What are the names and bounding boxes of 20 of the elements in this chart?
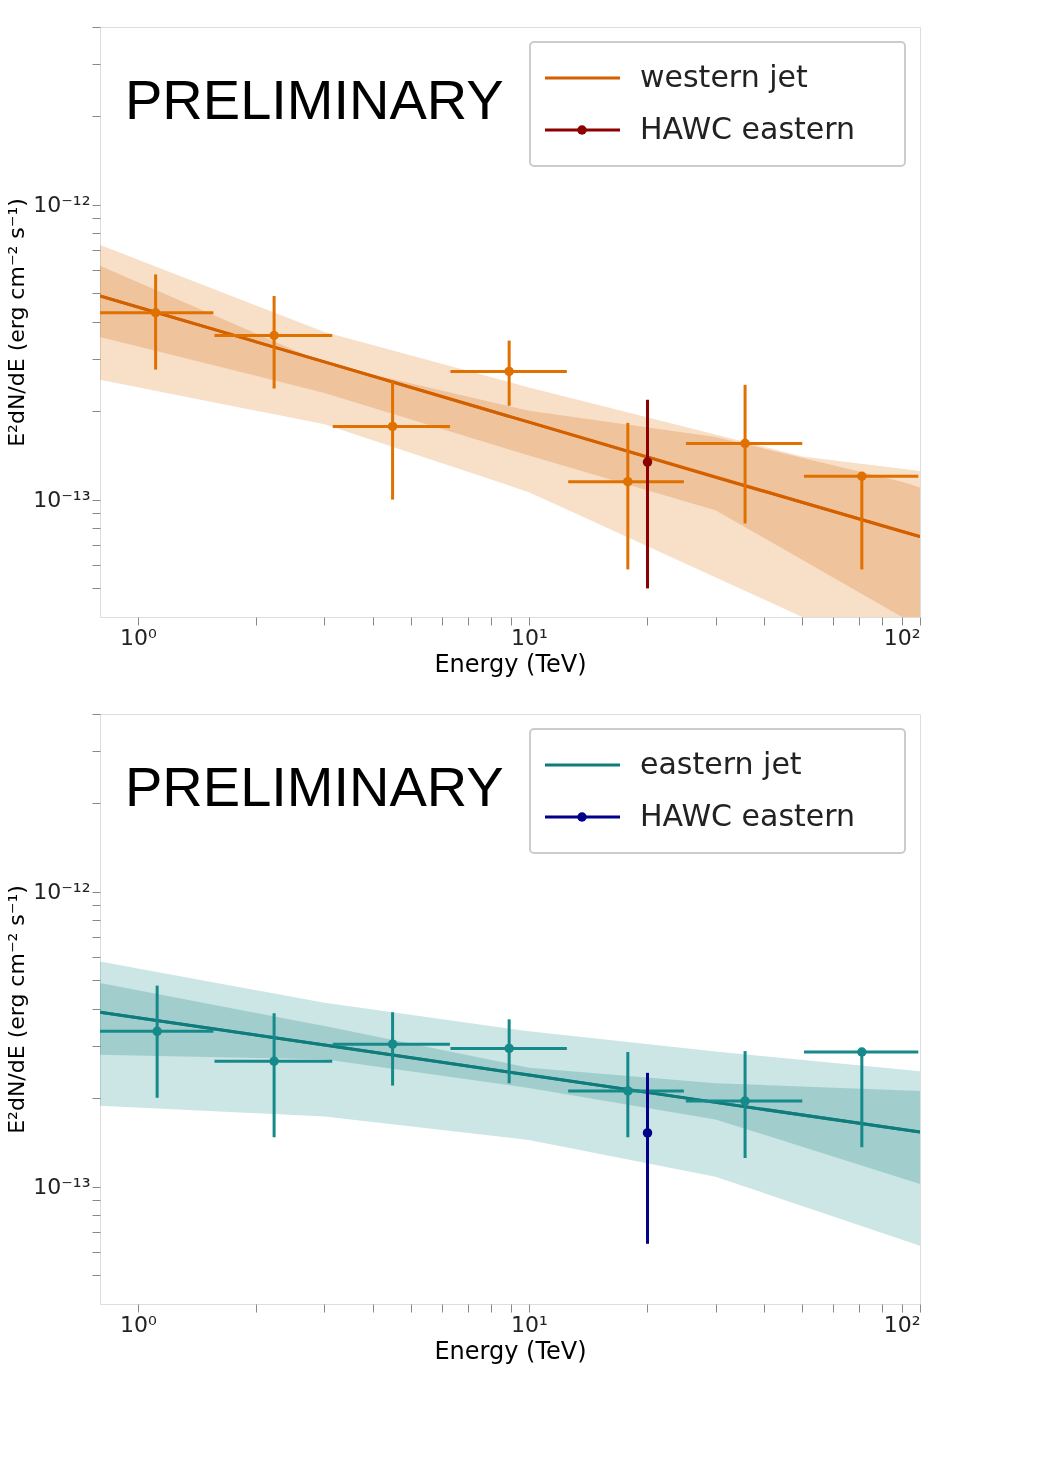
annotation: PRELIMINARY bbox=[125, 68, 504, 131]
y-axis-title: E²dN/dE (erg cm⁻² s⁻¹) bbox=[4, 885, 30, 1134]
legend-label: HAWC eastern bbox=[640, 798, 856, 833]
x-tick-label: 10⁰ bbox=[119, 624, 157, 650]
x-tick-label: 10¹ bbox=[511, 624, 548, 650]
y-tick-label: 10⁻¹² bbox=[33, 879, 91, 905]
legend-label: HAWC eastern bbox=[640, 111, 856, 146]
y-axis-title: E²dN/dE (erg cm⁻² s⁻¹) bbox=[4, 198, 30, 447]
annotation: PRELIMINARY bbox=[125, 755, 504, 818]
legend-label: western jet bbox=[640, 59, 808, 94]
x-axis-title: Energy (TeV) bbox=[434, 649, 587, 678]
x-tick-label: 10⁰ bbox=[119, 1311, 157, 1337]
x-tick-label: 10² bbox=[883, 1311, 921, 1337]
x-axis-title: Energy (TeV) bbox=[434, 1336, 587, 1365]
y-tick-label: 10⁻¹³ bbox=[33, 487, 91, 513]
y-tick-label: 10⁻¹³ bbox=[33, 1174, 91, 1200]
x-tick-label: 10² bbox=[883, 624, 921, 650]
y-tick-label: 10⁻¹² bbox=[33, 192, 91, 218]
x-tick-label: 10¹ bbox=[511, 1311, 548, 1337]
legend-label: eastern jet bbox=[640, 746, 802, 781]
